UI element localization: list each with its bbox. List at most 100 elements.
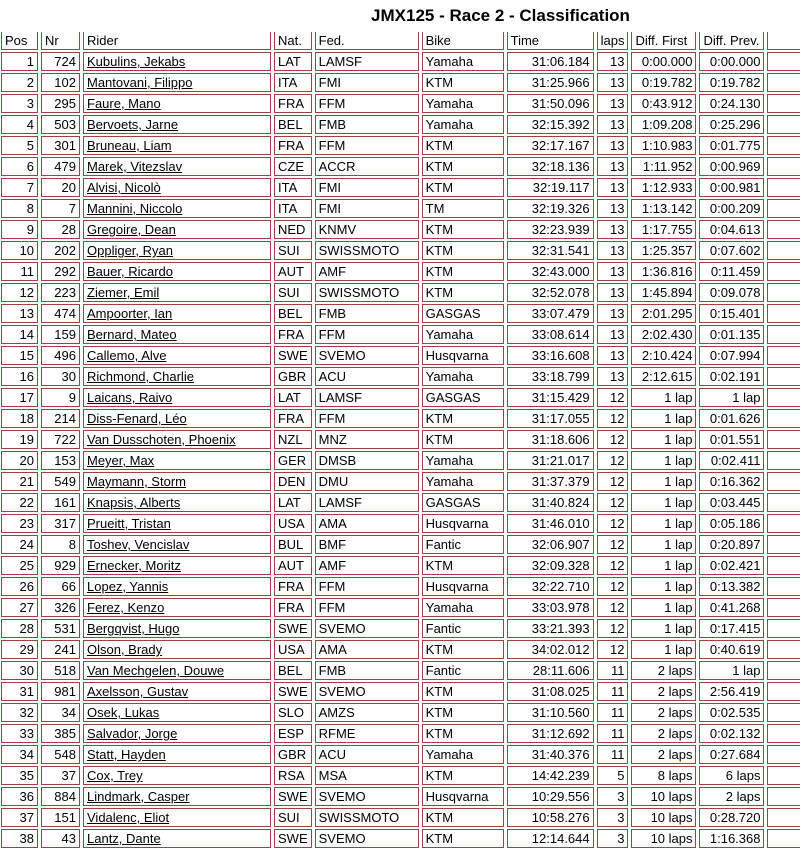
rider-link[interactable]: Maymann, Storm [87,474,186,489]
cell-diff-prev: 0:17.415 [699,619,765,638]
table-row: 31 981 Axelsson, Gustav SWE SVEMO KTM 31:08.02… [1,682,800,701]
cell-diff-prev: 0:11.459 [699,262,765,281]
cell-fed: SWISSMOTO [314,241,419,260]
rider-link[interactable]: Richmond, Charlie [87,369,194,384]
cell-rider: Axelsson, Gustav [83,682,271,701]
cell-pos: 29 [1,640,38,659]
cell-bike: Husqvarna [421,577,504,596]
cell-rider: Lindmark, Casper [83,787,271,806]
rider-link[interactable]: Laicans, Raivo [87,390,173,405]
rider-link[interactable]: Diss-Fenard, Léo [87,411,187,426]
rider-link[interactable]: Meyer, Max [87,453,155,468]
rider-link[interactable]: Bruneau, Liam [87,138,172,153]
rider-link[interactable]: Axelsson, Gustav [87,684,189,699]
rider-link[interactable]: Marek, Vitezslav [87,159,183,174]
rider-link[interactable]: Olson, Brady [87,642,163,657]
rider-link[interactable]: Bervoets, Jarne [87,117,179,132]
table-body: 1 724 Kubulins, Jekabs LAT LAMSF Yamaha 31:06.… [1,52,800,848]
rider-link[interactable]: Statt, Hayden [87,747,166,762]
cell-time: 33:18.799 [506,367,594,386]
rider-link[interactable]: Faure, Mano [87,96,161,111]
cell-nr: 161 [41,493,80,512]
rider-link[interactable]: Ferez, Kenzo [87,600,165,615]
cell-pos: 13 [1,304,38,323]
cell-nr: 884 [41,787,80,806]
rider-link[interactable]: Vidalenc, Eliot [87,810,170,825]
rider-link[interactable]: Callemo, Alve [87,348,167,363]
rider-link[interactable]: Cox, Trey [87,768,143,783]
cell-rider: Meyer, Max [83,451,271,470]
cell-fed: FFM [314,577,419,596]
cell-pos: 7 [1,178,38,197]
rider-link[interactable]: Prueitt, Tristan [87,516,171,531]
rider-link[interactable]: Ampoorter, Ian [87,306,173,321]
rider-link[interactable]: Salvador, Jorge [87,726,178,741]
cell-time: 31:21.017 [506,451,594,470]
cell-time: 32:17.167 [506,136,594,155]
rider-link[interactable]: Van Mechgelen, Douwe [87,663,225,678]
cell-time: 31:06.184 [506,52,594,71]
rider-link[interactable]: Gregoire, Dean [87,222,176,237]
rider-link[interactable]: Alvisi, Nicolò [87,180,161,195]
table-row: 14 159 Bernard, Mateo FRA FFM Yamaha 33:08.614… [1,325,800,344]
cell-nat: FRA [274,325,312,344]
cell-diff-first: 1:09.208 [631,115,697,134]
cell-diff-prev: 0:09.078 [699,283,765,302]
rider-link[interactable]: Ernecker, Moritz [87,558,181,573]
cell-diff-first: 0:43.912 [631,94,697,113]
cell-diff-first: 2:12.615 [631,367,697,386]
cell-pos: 17 [1,388,38,407]
rider-link[interactable]: Oppliger, Ryan [87,243,173,258]
rider-link[interactable]: Mantovani, Filippo [87,75,193,90]
table-row: 37 151 Vidalenc, Eliot SUI SWISSMOTO KTM 10:58… [1,808,800,827]
cell-nr: 9 [41,388,80,407]
cell-nr: 66 [41,577,80,596]
cell-nr: 7 [41,199,80,218]
cell-nr: 548 [41,745,80,764]
rider-link[interactable]: Mannini, Niccolo [87,201,183,216]
rider-link[interactable]: Bauer, Ricardo [87,264,173,279]
cell-fed: FMI [314,178,419,197]
rider-link[interactable]: Lindmark, Casper [87,789,190,804]
cell-nr: 385 [41,724,80,743]
rider-link[interactable]: Knapsis, Alberts [87,495,181,510]
cell-bike: KTM [421,409,504,428]
rider-link[interactable]: Van Dusschoten, Phoenix [87,432,236,447]
cell-time: 33:16.608 [506,346,594,365]
cell-nat: SLO [274,703,312,722]
rider-link[interactable]: Toshev, Vencislav [87,537,190,552]
rider-link[interactable]: Osek, Lukas [87,705,160,720]
cell-laps: 12 [596,451,629,470]
cell-nr: 223 [41,283,80,302]
rider-link[interactable]: Kubulins, Jekabs [87,54,186,69]
cell-nat: SWE [274,619,312,638]
cell-nat: GBR [274,367,312,386]
cell-pos: 19 [1,430,38,449]
cell-diff-prev: 0:04.613 [699,220,765,239]
cell-pos: 4 [1,115,38,134]
cell-diff-prev: 1 lap [699,661,765,680]
rider-link[interactable]: Lopez, Yannis [87,579,169,594]
rider-link[interactable]: Bernard, Mateo [87,327,177,342]
cell-fed: LAMSF [314,493,419,512]
cell-nat: DEN [274,472,312,491]
cell-diff-prev: 0:25.296 [699,115,765,134]
rider-link[interactable]: Bergqvist, Hugo [87,621,180,636]
cell-nat: FRA [274,598,312,617]
table-row: 26 66 Lopez, Yannis FRA FFM Husqvarna 32:22.71… [1,577,800,596]
cell-fed: FFM [314,94,419,113]
cell-laps: 12 [596,640,629,659]
cell-fed: SVEMO [314,787,419,806]
cell-rider: Diss-Fenard, Léo [83,409,271,428]
table-row: 22 161 Knapsis, Alberts LAT LAMSF GASGAS 31:40… [1,493,800,512]
cell-diff-first: 2 laps [631,724,697,743]
rider-link[interactable]: Ziemer, Emil [87,285,160,300]
cell-rider: Cox, Trey [83,766,271,785]
rider-link[interactable]: Lantz, Dante [87,831,161,846]
cell-nat: SUI [274,241,312,260]
cell-diff-first: 1 lap [631,409,697,428]
cell-nat: NED [274,220,312,239]
col-header-laps: laps [596,32,629,50]
cell-rider: Toshev, Vencislav [83,535,271,554]
cell-pos: 11 [1,262,38,281]
